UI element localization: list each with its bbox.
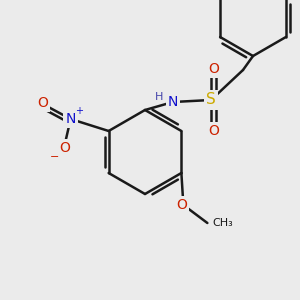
Text: O: O <box>208 62 219 76</box>
Text: N: N <box>168 95 178 109</box>
Text: H: H <box>155 92 163 102</box>
Text: −: − <box>50 152 59 162</box>
Text: O: O <box>176 198 187 212</box>
Text: +: + <box>75 106 83 116</box>
Text: O: O <box>37 96 48 110</box>
Text: N: N <box>65 112 76 126</box>
Text: O: O <box>208 124 219 138</box>
Text: CH₃: CH₃ <box>212 218 233 228</box>
Text: O: O <box>59 141 70 155</box>
Text: S: S <box>206 92 216 107</box>
